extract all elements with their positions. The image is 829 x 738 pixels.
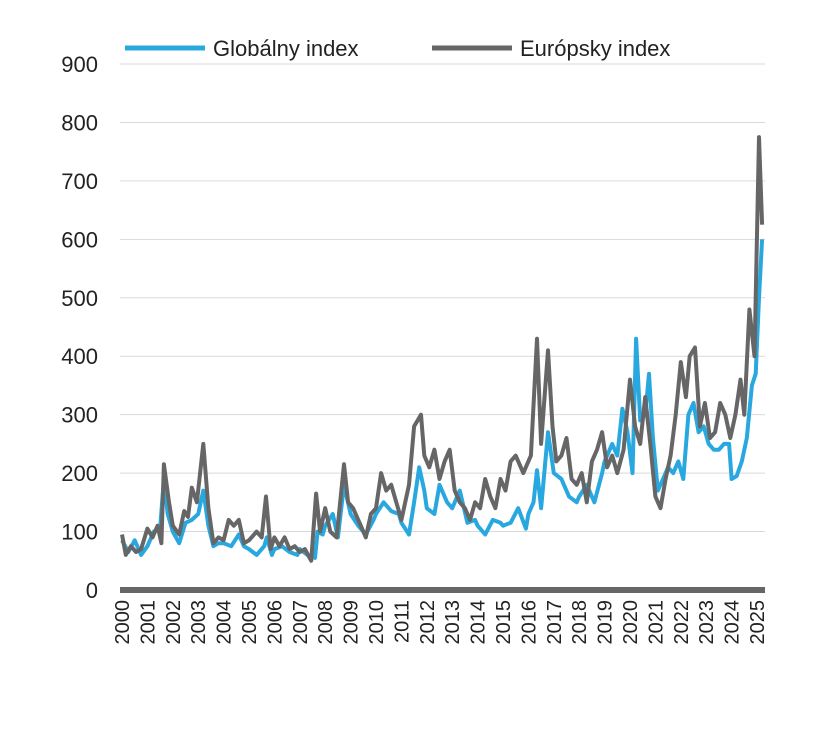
x-tick-label: 2019 <box>595 600 617 645</box>
x-tick-label: 2005 <box>239 600 261 645</box>
x-tick-label: 2011 <box>391 600 413 643</box>
y-tick-label: 500 <box>61 286 98 311</box>
y-tick-label: 200 <box>61 461 98 486</box>
series-line-european <box>120 135 765 563</box>
x-tick-label: 2009 <box>341 600 363 645</box>
series-lines <box>120 135 765 593</box>
x-tick-label: 2006 <box>264 600 286 645</box>
y-tick-label: 900 <box>61 52 98 77</box>
legend-label: Európsky index <box>520 36 670 61</box>
legend-label: Globálny index <box>213 36 359 61</box>
series-line-global <box>120 239 765 560</box>
x-tick-label: 2021 <box>645 600 667 645</box>
y-tick-label: 100 <box>61 520 98 545</box>
x-tick-label: 2002 <box>163 600 185 645</box>
x-tick-label: 2025 <box>747 600 769 645</box>
x-tick-label: 2001 <box>137 600 159 645</box>
legend: Globálny index Európsky index <box>125 36 670 61</box>
x-tick-label: 2020 <box>620 600 642 645</box>
x-tick-label: 2010 <box>366 600 388 645</box>
y-tick-label: 700 <box>61 169 98 194</box>
x-tick-label: 2024 <box>722 600 744 645</box>
x-tick-label: 2023 <box>696 600 718 645</box>
x-tick-label: 2003 <box>188 600 210 645</box>
y-tick-label: 300 <box>61 403 98 428</box>
x-tick-label: 2013 <box>442 600 464 645</box>
y-tick-label: 800 <box>61 110 98 135</box>
y-axis-ticks: 0 100 200 300 400 500 600 700 800 900 <box>61 52 98 603</box>
x-axis-ticks: 2000 2001 2002 2003 2004 2005 2006 2007 2008 2009… <box>112 600 769 645</box>
x-tick-label: 2007 <box>290 600 312 645</box>
x-tick-label: 2004 <box>214 600 236 645</box>
gridlines <box>120 63 765 533</box>
y-tick-label: 400 <box>61 344 98 369</box>
x-tick-label: 2008 <box>315 600 337 645</box>
x-tick-label: 2022 <box>671 600 693 645</box>
x-tick-label: 2016 <box>518 600 540 645</box>
y-tick-label: 600 <box>61 227 98 252</box>
y-tick-label: 0 <box>86 578 98 603</box>
x-tick-label: 2015 <box>493 600 515 645</box>
x-tick-label: 2014 <box>468 600 490 645</box>
x-tick-label: 2018 <box>569 600 591 645</box>
x-tick-label: 2012 <box>417 600 439 645</box>
x-tick-label: 2000 <box>112 600 134 645</box>
x-tick-label: 2017 <box>544 600 566 645</box>
